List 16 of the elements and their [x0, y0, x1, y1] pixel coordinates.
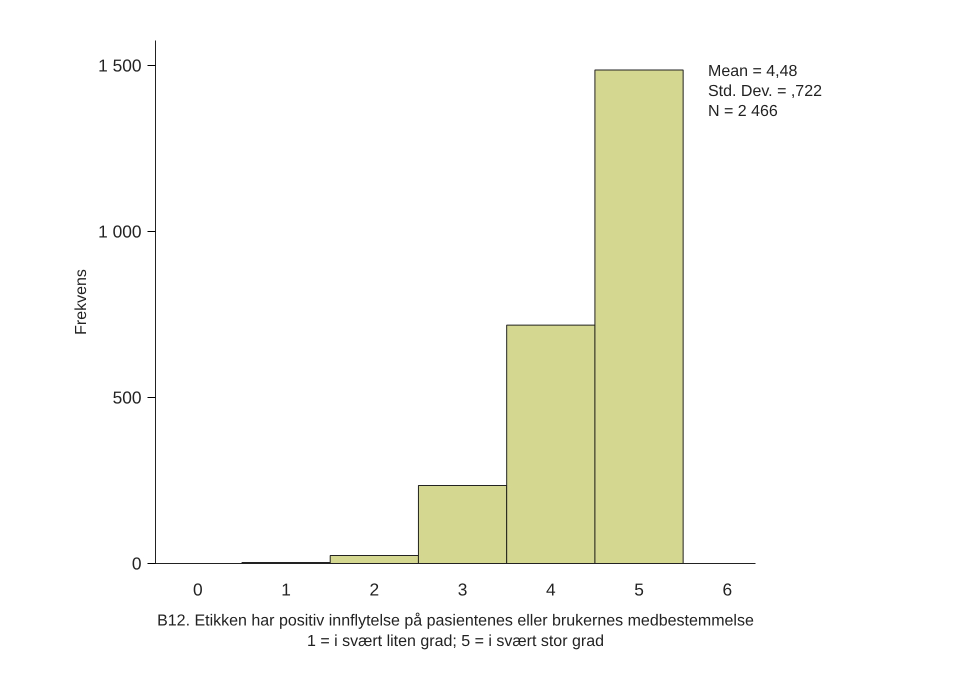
annotation: Std. Dev. = ,722: [708, 82, 822, 102]
y-tick-label: 1 000: [98, 221, 142, 242]
x-axis-title: B12. Etikken har positiv innflytelse på pasientenes eller brukernes medbestemmelse 1 = i svært liten grad; 5 = i svært stor grad: [157, 612, 754, 650]
x-tick-label: 6: [722, 580, 732, 600]
annotation: Mean = 4,48: [708, 62, 798, 82]
x-tick-label: 1: [281, 580, 291, 600]
y-axis-title: Frekvens: [73, 269, 90, 335]
x-tick-label: 3: [458, 580, 468, 600]
x-tick-label: 2: [370, 580, 380, 600]
x-tick-label: 5: [634, 580, 644, 600]
x-tick-label: 4: [546, 580, 556, 600]
y-tick-label: 0: [132, 554, 142, 574]
y-tick-label: 1 500: [98, 55, 142, 76]
x-tick-label: 0: [193, 580, 203, 600]
y-tick-label: 500: [112, 387, 142, 408]
annotation: N = 2 466: [708, 102, 778, 122]
